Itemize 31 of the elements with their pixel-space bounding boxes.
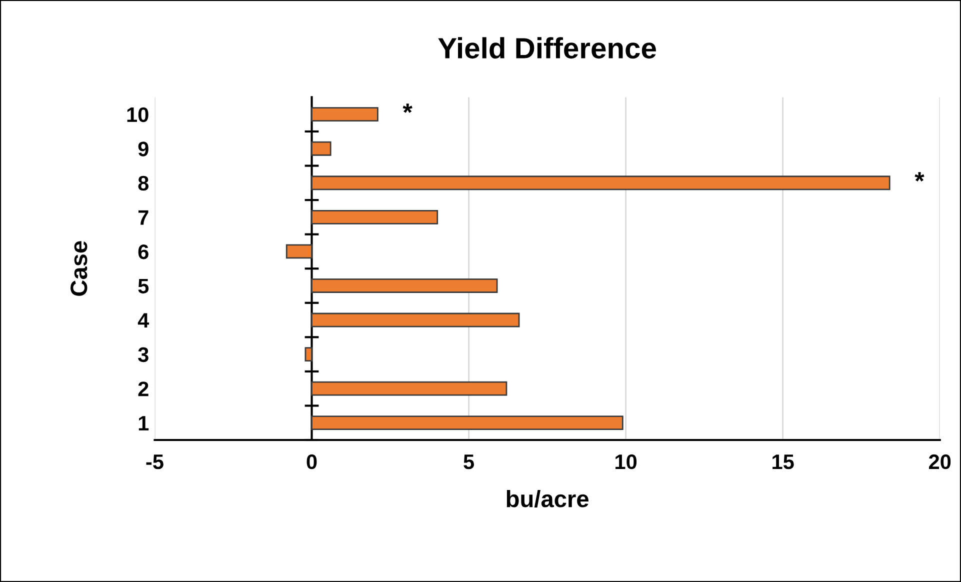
bar bbox=[311, 141, 332, 156]
bar bbox=[311, 416, 624, 430]
chart-title: Yield Difference bbox=[438, 37, 656, 59]
bar bbox=[311, 312, 520, 328]
bar bbox=[311, 107, 378, 122]
y-tick-label: 10 bbox=[127, 107, 148, 122]
x-tick-label: 0 bbox=[306, 454, 317, 470]
y-axis-title: Case bbox=[70, 241, 88, 296]
x-tick-label: 20 bbox=[928, 454, 951, 470]
y-tick-label: 3 bbox=[138, 347, 148, 362]
bar bbox=[304, 347, 312, 362]
y-tick-label: 9 bbox=[138, 142, 148, 156]
x-tick-label: 15 bbox=[772, 454, 794, 470]
x-tick-label: 5 bbox=[464, 454, 474, 470]
y-tick-label: 5 bbox=[138, 278, 149, 294]
bar bbox=[286, 244, 312, 259]
bar bbox=[311, 381, 508, 396]
y-tick-label: 6 bbox=[138, 244, 148, 260]
bar bbox=[311, 176, 890, 190]
y-tick-label: 4 bbox=[138, 313, 150, 328]
bar bbox=[311, 278, 498, 293]
x-tick-label: -5 bbox=[146, 454, 164, 470]
annotation: * bbox=[402, 104, 412, 113]
x-tick-label: 10 bbox=[616, 454, 637, 470]
y-tick-label: 1 bbox=[138, 416, 149, 430]
y-tick-label: 7 bbox=[138, 210, 148, 225]
bar bbox=[311, 210, 438, 224]
annotation: * bbox=[914, 172, 924, 182]
y-tick-label: 8 bbox=[138, 176, 149, 191]
y-tick-label: 2 bbox=[138, 382, 148, 396]
x-axis-title: bu/acre bbox=[506, 490, 588, 508]
